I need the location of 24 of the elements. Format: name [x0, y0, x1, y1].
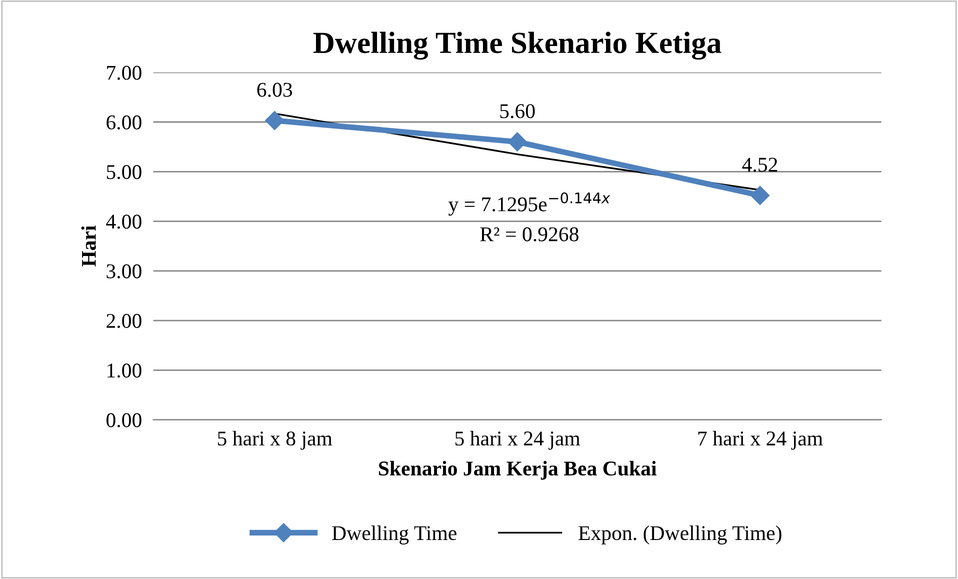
y-tick-label: 1.00 — [108, 364, 142, 378]
x-axis-title: Skenario Jam Kerja Bea Cukai — [378, 460, 656, 480]
y-tick-label: 4.00 — [106, 214, 142, 229]
data-label: 4.52 — [742, 158, 778, 172]
y-tick-label: 5.00 — [106, 165, 142, 180]
chart-title: Dwelling Time Skenario Ketiga — [313, 32, 722, 60]
data-label: 5.60 — [500, 104, 535, 118]
annotation: y = 7.1295e$^{−0.144x}$ — [448, 192, 610, 216]
data-label: 6.03 — [257, 82, 292, 97]
y-tick-label: 7.00 — [107, 66, 142, 80]
point — [508, 132, 527, 152]
legend-label: Expon. (Dwelling Time) — [578, 526, 782, 544]
x-tick-label: 7 hari x 24 jam — [698, 430, 823, 450]
legend-label: Dwelling Time — [332, 526, 456, 544]
y-tick-label: 3.00 — [106, 264, 142, 278]
y-tick-label: 6.00 — [106, 115, 142, 130]
point — [750, 186, 770, 205]
annotation: R² = 0.9268 — [480, 227, 578, 242]
point — [265, 110, 284, 130]
y-tick-label: 2.00 — [106, 314, 142, 328]
y-tick-label: 0.00 — [106, 413, 142, 428]
y-axis-title: Hari — [81, 226, 96, 267]
x-tick-label: 5 hari x 8 jam — [218, 430, 332, 450]
x-tick-label: 5 hari x 24 jam — [455, 430, 580, 450]
